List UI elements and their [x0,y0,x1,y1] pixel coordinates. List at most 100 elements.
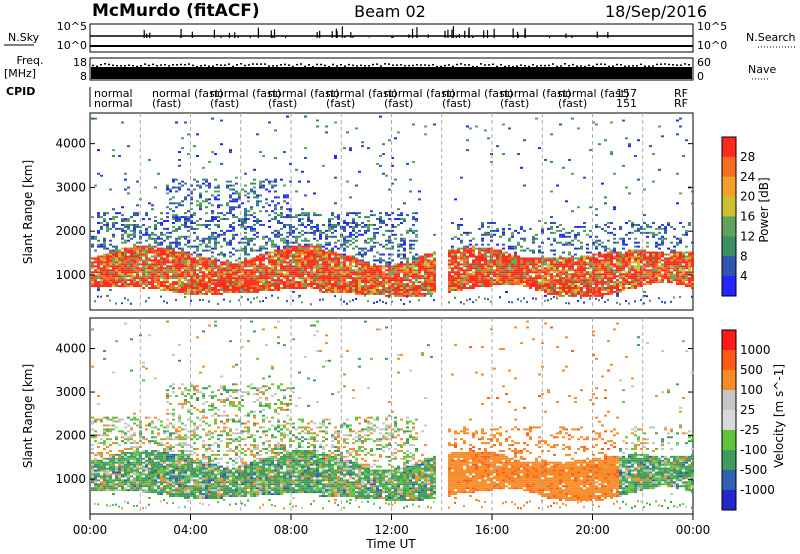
echo-cell [190,283,193,286]
nave-point [352,64,354,67]
echo-cell [526,265,529,268]
echo-cell [367,267,370,270]
echo-cell [364,241,367,244]
echo-cell [232,247,235,250]
echo-cell [349,271,352,274]
echo-cell [496,253,499,256]
echo-cell [304,147,307,150]
echo-cell [403,302,405,305]
echo-cell [274,196,277,199]
echo-cell [448,253,451,256]
echo-cell [472,275,475,278]
echo-cell [511,301,513,304]
echo-cell [187,267,190,270]
echo-cell [310,285,313,288]
echo-cell [538,283,541,286]
echo-cell [124,255,127,258]
echo-cell [430,255,433,258]
echo-cell [499,251,502,254]
echo-cell [568,288,571,291]
echo-cell [211,231,214,234]
echo-cell [205,237,208,240]
echo-cell [337,223,340,226]
echo-cell [148,245,151,248]
echo-cell [490,273,493,276]
echo-cell [100,267,103,270]
echo-cell [346,255,349,258]
echo-cell [253,275,256,278]
echo-cell [196,245,199,248]
echo-cell [421,259,424,262]
echo-cell [262,265,265,268]
echo-cell [256,279,259,282]
echo-cell [352,233,355,236]
echo-cell [211,288,214,291]
echo-cell [382,220,385,223]
echo-cell [496,255,499,258]
echo-cell [262,206,265,209]
echo-cell [202,288,205,291]
echo-cell [226,204,229,207]
echo-cell [394,281,397,284]
echo-cell [322,245,325,248]
echo-cell [349,265,352,268]
echo-cell [523,271,526,274]
echo-cell [118,273,121,276]
echo-cell [379,275,382,278]
echo-cell [406,292,409,295]
echo-cell [355,225,358,228]
echo-cell [184,287,187,289]
echo-cell [451,281,454,284]
echo-cell [97,265,100,268]
echo-cell [358,233,361,236]
echo-cell [355,263,358,266]
echo-cell [532,249,535,252]
echo-cell [142,247,145,250]
echo-cell [334,235,337,238]
nave-point [400,64,402,66]
echo-cell [160,261,163,264]
echo-cell [487,231,490,234]
echo-cell [316,253,319,256]
echo-cell [469,247,472,250]
echo-cell [196,288,199,291]
echo-cell [547,275,550,278]
echo-cell [589,255,592,258]
echo-cell [427,265,430,268]
echo-cell [295,265,298,268]
echo-cell [481,275,484,278]
echo-cell [205,267,208,270]
echo-cell [433,277,436,280]
echo-cell [301,257,304,260]
echo-cell [301,170,304,173]
echo-cell [610,277,613,280]
echo-cell [286,231,289,234]
echo-cell [550,283,553,286]
echo-cell [193,281,196,284]
echo-cell [316,277,319,280]
echo-cell [112,255,115,258]
echo-cell [160,253,163,256]
echo-cell [163,253,166,256]
echo-cell [550,261,553,264]
echo-cell [181,200,184,203]
echo-cell [538,265,541,268]
noise-panel: N.Sky 10^5 10^0 10^5 10^0 N.Search [4,20,796,53]
echo-cell [115,259,118,262]
echo-cell [343,255,346,258]
echo-cell [601,182,604,185]
echo-cell [349,287,352,289]
echo-cell [316,125,319,128]
echo-cell [319,269,322,272]
echo-cell [244,190,247,193]
echo-cell [565,269,568,272]
echo-cell [310,222,313,224]
echo-cell [619,269,622,272]
echo-cell [229,290,232,293]
echo-cell [175,227,178,230]
echo-cell [463,245,466,248]
echo-cell [331,231,334,234]
echo-cell [232,233,235,236]
echo-cell [571,265,574,268]
echo-cell [280,249,283,252]
